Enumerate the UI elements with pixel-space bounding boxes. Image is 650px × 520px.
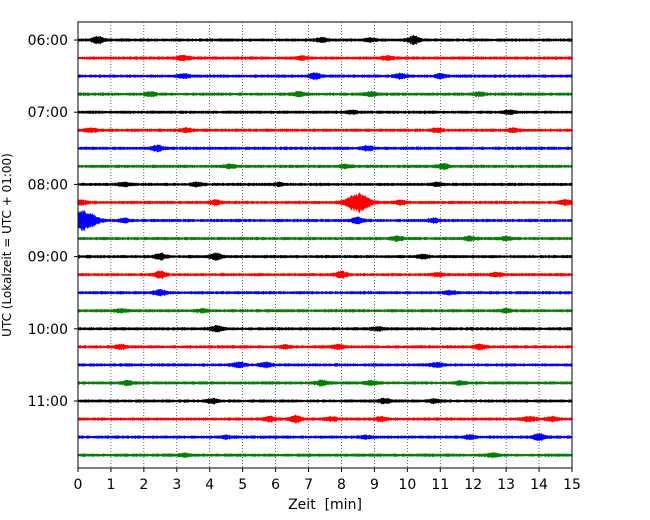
y-tick-label-0700: 07:00 <box>28 105 68 121</box>
x-tick-label-13: 13 <box>497 477 515 493</box>
x-tick-label-14: 14 <box>530 477 548 493</box>
x-tick-label-9: 9 <box>370 477 379 493</box>
x-tick-label-2: 2 <box>139 477 148 493</box>
y-tick-label-0900: 09:00 <box>28 250 68 266</box>
x-tick-label-12: 12 <box>464 477 482 493</box>
y-tick-label-1100: 11:00 <box>28 394 68 410</box>
plot-frame <box>77 21 573 469</box>
y-tick-label-0600: 06:00 <box>28 33 68 49</box>
y-tick-label-0800: 08:00 <box>28 177 68 193</box>
x-tick-label-15: 15 <box>563 477 581 493</box>
trace-group <box>77 34 573 459</box>
x-tick-label-7: 7 <box>304 477 313 493</box>
grid-lines <box>110 22 540 468</box>
y-axis-label: UTC (Lokalzeit = UTC + 01:00) <box>0 153 14 337</box>
x-tick-label-3: 3 <box>172 477 181 493</box>
x-tick-label-0: 0 <box>74 477 83 493</box>
x-tick-label-1: 1 <box>106 477 115 493</box>
x-tick-label-5: 5 <box>238 477 247 493</box>
y-axis: 06:00 07:00 08:00 09:00 10:00 11:00 <box>28 33 78 410</box>
y-tick-label-1000: 10:00 <box>28 322 68 338</box>
x-tick-label-6: 6 <box>271 477 280 493</box>
x-axis: 0 1 2 3 4 5 6 7 8 9 10 11 12 13 14 15 <box>74 468 581 493</box>
x-tick-label-4: 4 <box>205 477 214 493</box>
x-tick-label-10: 10 <box>398 477 416 493</box>
x-tick-label-8: 8 <box>337 477 346 493</box>
x-axis-label: Zeit [min] <box>288 497 362 513</box>
x-tick-label-11: 11 <box>431 477 449 493</box>
